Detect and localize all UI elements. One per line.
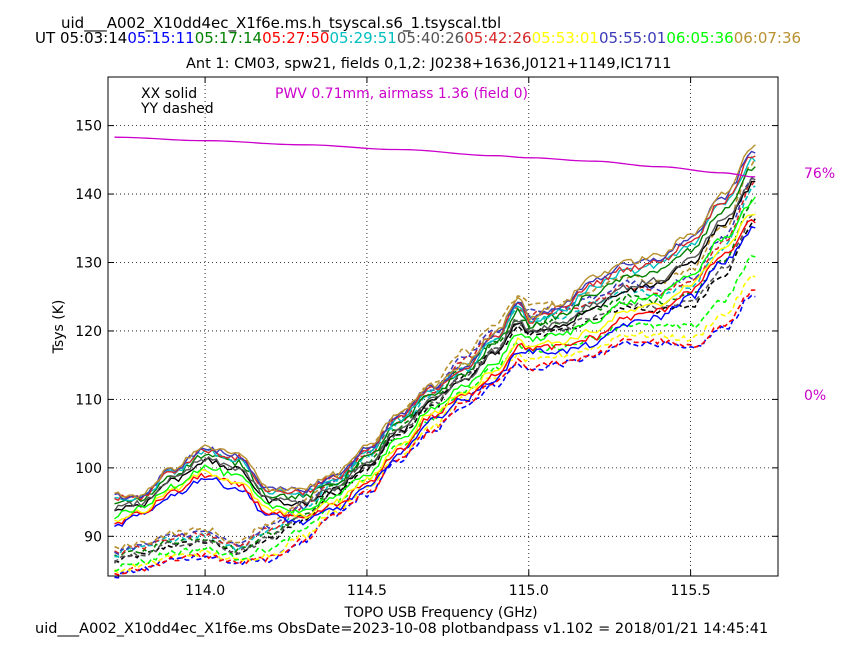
y-tick-label-4: 130 <box>75 255 102 271</box>
series-xx-2 <box>114 166 756 505</box>
ut-time-2: 05:17:14 <box>194 29 263 47</box>
axes-frame <box>107 76 779 577</box>
ut-time-3: 05:27:50 <box>262 29 330 47</box>
legend-yy-dashed: YY dashed <box>140 101 214 117</box>
figure-title: uid___A002_X10dd4ec_X1f6e.ms.h_tsyscal.s… <box>61 14 502 32</box>
y-axis-label: Tsys (K) <box>51 300 67 355</box>
x-tick-label-2: 115.0 <box>509 583 549 599</box>
series-yy-7 <box>113 274 756 575</box>
ut-time-6: 05:42:26 <box>464 29 532 47</box>
transmission-bottom-label: 0% <box>804 388 826 404</box>
y-tick-label-1: 100 <box>75 461 102 477</box>
y-tick-label-5: 140 <box>75 187 102 203</box>
series-xx-1 <box>114 225 756 528</box>
series-yy-0 <box>114 218 756 563</box>
y-tick-label-6: 150 <box>75 119 102 135</box>
x-tick-label-1: 114.5 <box>347 583 387 599</box>
series-yy-6 <box>114 179 756 555</box>
ut-time-4: 05:29:51 <box>329 29 397 47</box>
ut-time-9: 06:05:36 <box>666 29 734 47</box>
x-axis-label: TOPO USB Frequency (GHz) <box>343 605 537 621</box>
transmission-curve <box>114 136 756 178</box>
series-group <box>113 144 756 579</box>
ut-time-10: 06:07:36 <box>733 29 802 47</box>
series-xx-7 <box>114 213 756 523</box>
footer-text: uid___A002_X10dd4ec_X1f6e.ms ObsDate=202… <box>35 621 769 637</box>
ut-time-8: 05:55:01 <box>598 29 667 47</box>
y-tick-label-0: 90 <box>84 529 102 545</box>
x-tick-label-3: 115.5 <box>671 583 711 599</box>
y-tick-label-2: 110 <box>75 392 102 408</box>
series-yy-10 <box>114 158 756 550</box>
series-yy-3 <box>114 289 756 576</box>
ut-time-7: 05:53:01 <box>531 29 599 47</box>
plot-area <box>108 77 778 576</box>
ut-time-legend: UT 05:03:1405:15:1105:17:1405:27:5005:29… <box>35 31 801 46</box>
ut-time-0: 05:03:14 <box>59 29 128 47</box>
x-tick-label-0: 114.0 <box>185 583 225 599</box>
ut-time-5: 05:40:26 <box>396 29 465 47</box>
y-tick-label-3: 120 <box>75 324 102 340</box>
legend-xx-solid: XX solid <box>141 86 197 102</box>
series-xx-0 <box>114 180 756 512</box>
series-xx-5 <box>113 177 756 512</box>
chart-title: Ant 1: CM03, spw21, fields 0,1,2: J0238+… <box>186 56 672 72</box>
series-xx-9 <box>114 196 756 520</box>
ut-time-1: 05:15:11 <box>127 29 195 47</box>
transmission-top-label: 76% <box>804 166 835 182</box>
series-xx-10 <box>114 144 756 499</box>
series-yy-5 <box>113 211 756 564</box>
pwv-label: PWV 0.71mm, airmass 1.36 (field 0) <box>275 86 528 102</box>
ut-label: UT <box>35 29 56 47</box>
